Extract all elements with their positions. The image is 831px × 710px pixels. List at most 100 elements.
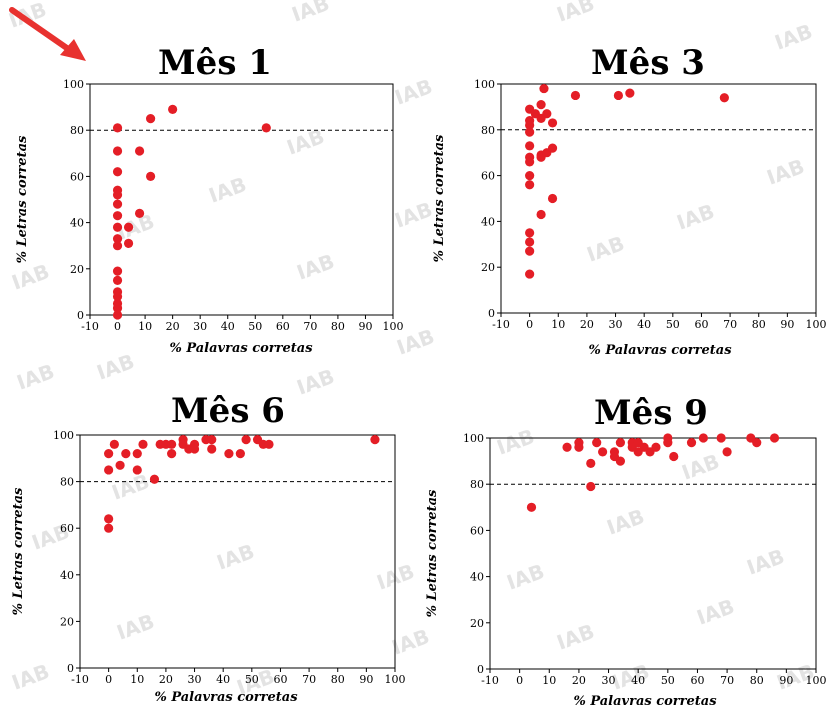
x-tick-label: 30 — [602, 674, 616, 687]
data-point — [112, 199, 123, 209]
x-tick-label: 0 — [114, 320, 121, 333]
data-point — [525, 141, 535, 151]
data-point — [525, 120, 535, 130]
x-tick-label: 50 — [666, 318, 680, 331]
watermark-text: IAB — [206, 172, 250, 208]
x-tick-label: 60 — [276, 320, 290, 333]
x-tick-label: 70 — [720, 674, 734, 687]
x-tick-label: 100 — [806, 318, 827, 331]
watermark-text: IAB — [284, 124, 328, 160]
y-tick-label: 40 — [60, 569, 74, 582]
data-point — [525, 180, 535, 190]
data-point — [167, 449, 177, 459]
watermark-text: IAB — [14, 359, 58, 395]
x-axis-label: % Palavras corretas — [154, 690, 298, 705]
watermark-text: IAB — [294, 364, 338, 400]
x-tick-label: 40 — [216, 673, 230, 686]
watermark-text: IAB — [679, 449, 723, 485]
chart-title: Mês 3 — [591, 43, 705, 83]
watermark-text: IAB — [6, 0, 50, 33]
data-point — [112, 222, 123, 232]
data-point — [525, 157, 535, 167]
data-point — [562, 442, 572, 452]
data-point — [526, 502, 537, 512]
data-point — [104, 514, 114, 524]
x-tick-label: 70 — [302, 673, 316, 686]
data-point — [121, 449, 131, 459]
x-tick-label: 80 — [750, 674, 764, 687]
x-tick-label: 0 — [105, 673, 112, 686]
data-point — [592, 438, 602, 448]
x-tick-label: 70 — [303, 320, 317, 333]
data-point — [547, 118, 558, 128]
data-point — [370, 435, 380, 445]
data-point — [104, 449, 114, 459]
x-tick-label: 80 — [752, 318, 766, 331]
x-tick-label: 50 — [248, 320, 262, 333]
x-tick-label: 90 — [780, 318, 794, 331]
watermark-text: IAB — [744, 544, 788, 580]
data-point — [109, 439, 119, 449]
data-point — [769, 433, 780, 443]
x-tick-label: 20 — [159, 673, 173, 686]
data-point — [134, 146, 145, 156]
x-tick-label: 10 — [138, 320, 152, 333]
y-tick-label: 20 — [470, 617, 484, 630]
x-tick-label: 30 — [188, 673, 202, 686]
data-point — [149, 474, 160, 484]
y-axis-label: % Letras corretas — [11, 487, 26, 615]
data-point — [716, 433, 726, 443]
y-tick-label: 60 — [481, 170, 495, 183]
data-point — [525, 246, 535, 256]
x-tick-label: 60 — [694, 318, 708, 331]
data-point — [112, 190, 123, 200]
data-point — [536, 209, 546, 220]
x-axis-label: % Palavras corretas — [573, 694, 717, 709]
x-tick-label: 90 — [358, 320, 372, 333]
x-tick-label: -10 — [481, 674, 499, 687]
data-point — [112, 167, 123, 177]
watermark-text: IAB — [554, 0, 598, 27]
data-point — [586, 458, 596, 469]
data-point — [224, 449, 234, 459]
data-point — [613, 90, 624, 101]
data-point — [241, 435, 251, 445]
data-point — [235, 449, 245, 459]
x-tick-label: 0 — [526, 318, 533, 331]
data-point — [146, 171, 156, 181]
data-point — [168, 104, 178, 115]
data-point — [598, 447, 608, 457]
x-tick-label: 10 — [542, 674, 556, 687]
y-tick-label: 80 — [70, 124, 84, 137]
data-point — [574, 442, 584, 452]
data-point — [698, 433, 708, 443]
x-tick-label: 70 — [723, 318, 737, 331]
data-point — [615, 438, 626, 448]
watermark-text: IAB — [109, 469, 153, 505]
y-tick-label: 100 — [474, 78, 495, 91]
data-point — [686, 438, 697, 448]
x-axis-label: % Palavras corretas — [169, 341, 313, 356]
chart-title: Mês 9 — [594, 393, 708, 433]
x-tick-label: 30 — [193, 320, 207, 333]
x-tick-label: 60 — [690, 674, 704, 687]
y-tick-label: 80 — [60, 476, 74, 489]
data-point — [104, 523, 114, 533]
data-point — [112, 303, 123, 313]
y-tick-label: 100 — [63, 78, 84, 91]
data-point — [207, 435, 217, 445]
x-tick-label: 30 — [609, 318, 623, 331]
x-tick-label: 20 — [572, 674, 586, 687]
data-point — [547, 143, 558, 153]
watermark-text: IAB — [674, 199, 718, 235]
data-point — [123, 238, 134, 248]
data-point — [542, 109, 552, 119]
watermark-text: IAB — [554, 619, 598, 655]
data-point — [525, 127, 535, 137]
data-point — [525, 228, 535, 238]
x-tick-label: 50 — [661, 674, 675, 687]
y-tick-label: 20 — [70, 263, 84, 276]
watermark-text: IAB — [214, 539, 258, 575]
